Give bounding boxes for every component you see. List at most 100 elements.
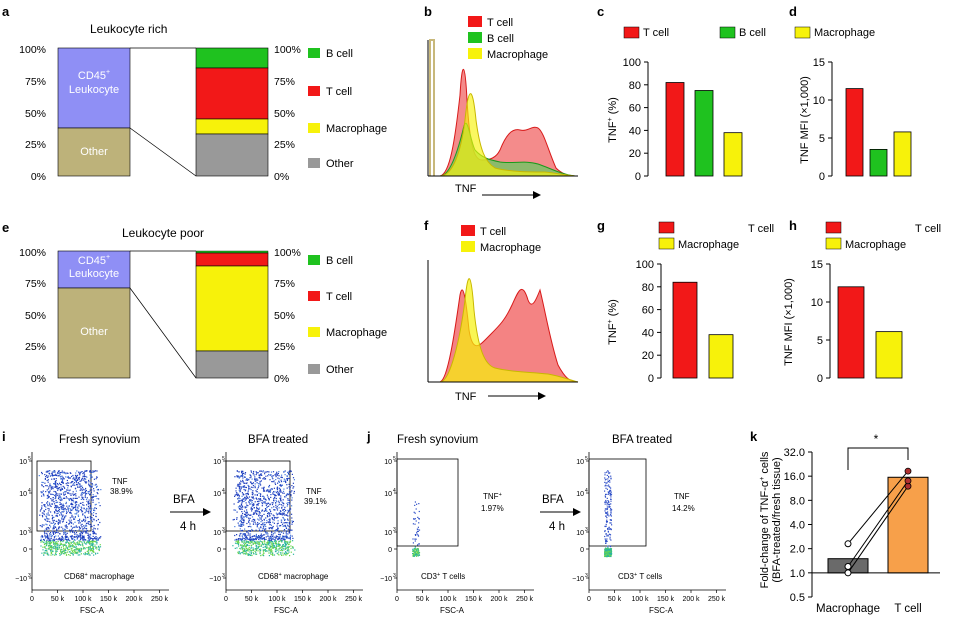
- event-dot: [241, 502, 243, 504]
- event-dot: [239, 491, 241, 493]
- event-dot: [68, 507, 70, 509]
- event-dot: [74, 549, 76, 551]
- event-dot: [46, 541, 48, 543]
- event-dot: [78, 548, 80, 550]
- event-dot: [255, 541, 257, 543]
- event-dot: [240, 517, 242, 519]
- event-dot: [606, 512, 608, 515]
- event-dot: [241, 495, 243, 497]
- event-dot: [418, 522, 420, 524]
- event-dot: [269, 527, 271, 529]
- event-dot: [275, 536, 277, 538]
- event-dot: [609, 554, 611, 556]
- event-dot: [88, 537, 90, 539]
- event-dot: [77, 484, 79, 486]
- event-dot: [244, 533, 247, 535]
- event-dot: [54, 497, 56, 500]
- event-dot: [261, 509, 263, 511]
- event-dot: [261, 516, 263, 518]
- event-dot: [256, 513, 258, 515]
- event-dot: [82, 536, 84, 538]
- event-dot: [46, 520, 48, 522]
- event-dot: [241, 481, 243, 483]
- event-dot: [55, 552, 57, 554]
- event-dot: [61, 508, 63, 510]
- event-dot: [239, 519, 242, 521]
- event-dot: [264, 528, 267, 530]
- event-dot: [90, 517, 92, 519]
- event-dot: [608, 501, 610, 503]
- event-dot: [606, 512, 608, 514]
- event-dot: [56, 493, 58, 495]
- event-dot: [71, 541, 73, 543]
- event-dot: [286, 547, 288, 549]
- event-dot: [610, 528, 612, 530]
- event-dot: [61, 536, 63, 539]
- event-dot: [45, 476, 47, 478]
- event-dot: [282, 492, 284, 494]
- event-dot: [92, 549, 94, 552]
- event-dot: [53, 471, 55, 473]
- event-dot: [604, 535, 606, 538]
- event-dot: [243, 516, 245, 518]
- event-dot: [85, 470, 87, 472]
- bar-segment-other: [195, 350, 269, 379]
- event-dot: [248, 521, 250, 523]
- event-dot: [250, 514, 252, 516]
- event-dot: [415, 548, 417, 551]
- event-dot: [242, 522, 244, 524]
- y-tick-label: 20: [629, 148, 641, 160]
- event-dot: [264, 477, 266, 480]
- event-dot: [65, 547, 67, 549]
- event-dot: [271, 517, 273, 519]
- event-dot: [96, 476, 98, 478]
- event-dot: [67, 507, 69, 509]
- event-dot: [604, 474, 606, 476]
- event-dot: [74, 497, 76, 499]
- event-dot: [74, 533, 76, 535]
- event-dot: [242, 533, 244, 535]
- event-dot: [261, 535, 263, 537]
- event-dot: [46, 489, 48, 491]
- y-tick-exponent: 4: [393, 488, 396, 494]
- event-dot: [255, 535, 257, 537]
- bar: [723, 132, 743, 177]
- event-dot: [237, 551, 239, 553]
- event-dot: [89, 474, 91, 476]
- event-dot: [97, 538, 100, 540]
- event-dot: [81, 520, 83, 522]
- event-dot: [605, 508, 607, 510]
- event-dot: [236, 518, 238, 520]
- event-dot: [606, 497, 608, 499]
- event-dot: [279, 498, 281, 500]
- event-dot: [57, 544, 59, 546]
- event-dot: [249, 533, 252, 535]
- event-dot: [63, 543, 65, 545]
- event-dot: [290, 508, 292, 510]
- event-dot: [72, 491, 74, 493]
- event-dot: [260, 536, 262, 538]
- event-dot: [52, 487, 54, 490]
- event-dot: [60, 538, 62, 540]
- event-dot: [82, 539, 84, 541]
- event-dot: [83, 540, 85, 542]
- event-dot: [252, 496, 254, 498]
- event-dot: [261, 500, 263, 502]
- event-dot: [63, 510, 65, 512]
- event-dot: [52, 538, 54, 540]
- event-dot: [58, 472, 60, 474]
- event-dot: [271, 539, 273, 541]
- event-dot: [88, 552, 90, 554]
- point-macrophage: [844, 562, 852, 570]
- event-dot: [252, 473, 254, 475]
- event-dot: [274, 474, 277, 476]
- event-dot: [65, 491, 67, 493]
- event-dot: [272, 492, 274, 494]
- event-dot: [82, 475, 84, 478]
- event-dot: [76, 534, 78, 536]
- event-dot: [86, 470, 88, 472]
- plot-title: BFA treated: [612, 434, 672, 446]
- right-axis: 100% 75% 50% 25% 0%: [274, 44, 301, 183]
- event-dot: [278, 512, 280, 514]
- event-dot: [282, 513, 284, 516]
